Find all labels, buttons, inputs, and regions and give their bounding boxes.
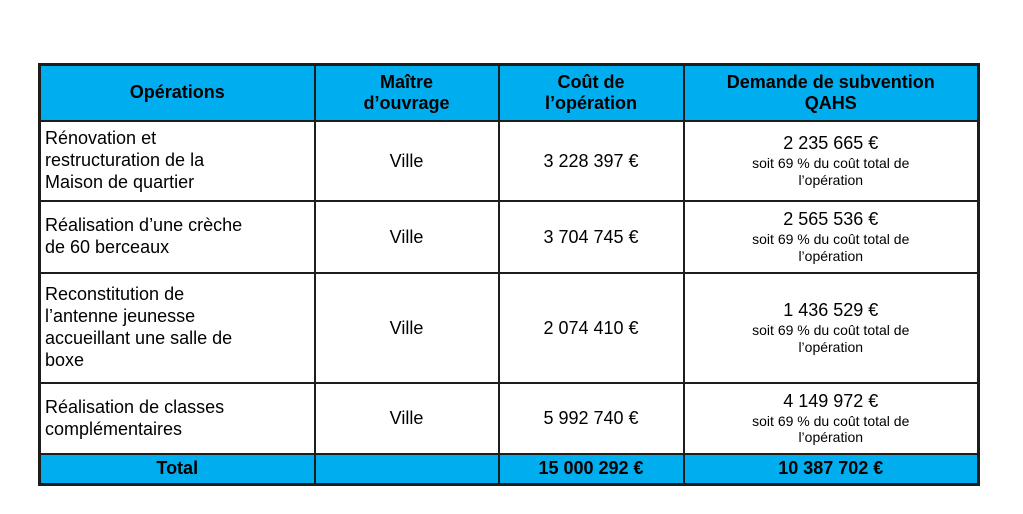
subvention-cell: 2 235 665 € soit 69 % du coût total de l… xyxy=(682,120,980,202)
total-subvention-cell: 10 387 702 € xyxy=(682,453,980,485)
maitre-ouvrage-cell: Ville xyxy=(313,200,500,274)
maitre-ouvrage-cell: Ville xyxy=(313,382,500,455)
table-row: Rénovation et restructuration de la Mais… xyxy=(38,120,980,202)
cout-cell: 3 228 397 € xyxy=(497,120,685,202)
cout-cell: 3 704 745 € xyxy=(497,200,685,274)
header-cell-operations: Opérations xyxy=(38,63,316,122)
subvention-note: soit 69 % du coût total de l’opération xyxy=(752,231,910,264)
maitre-ouvrage-cell: Ville xyxy=(313,272,500,384)
subvention-amount: 2 235 665 € xyxy=(783,133,879,154)
maitre-ouvrage-cell: Ville xyxy=(313,120,500,202)
subvention-amount: 4 149 972 € xyxy=(783,390,879,411)
operation-cell: Réalisation de classes complémentaires xyxy=(38,382,316,455)
operation-cell: Reconstitution de l’antenne jeunesse acc… xyxy=(38,272,316,384)
total-cout-cell: 15 000 292 € xyxy=(497,453,685,485)
header-cell-subvention: Demande de subvention QAHS xyxy=(682,63,980,122)
table-row: Réalisation d’une crèche de 60 berceaux … xyxy=(38,200,980,274)
subvention-amount: 2 565 536 € xyxy=(783,209,879,230)
table-header-row: Opérations Maître d’ouvrage Coût de l’op… xyxy=(38,63,980,122)
subvention-note: soit 69 % du coût total de l’opération xyxy=(752,155,910,188)
table-row: Réalisation de classes complémentaires V… xyxy=(38,382,980,455)
total-label-cell: Total xyxy=(38,453,316,485)
cout-cell: 5 992 740 € xyxy=(497,382,685,455)
total-maitre-ouvrage-cell xyxy=(313,453,500,485)
table-total-row: Total 15 000 292 € 10 387 702 € xyxy=(38,453,980,485)
subvention-note: soit 69 % du coût total de l’opération xyxy=(752,322,910,355)
operations-table: Opérations Maître d’ouvrage Coût de l’op… xyxy=(38,63,980,486)
operation-cell: Rénovation et restructuration de la Mais… xyxy=(38,120,316,202)
table-row: Reconstitution de l’antenne jeunesse acc… xyxy=(38,272,980,384)
header-cell-cout: Coût de l’opération xyxy=(497,63,685,122)
subvention-note: soit 69 % du coût total de l’opération xyxy=(752,412,910,446)
subvention-cell: 4 149 972 € soit 69 % du coût total de l… xyxy=(682,382,980,455)
subvention-amount: 1 436 529 € xyxy=(783,300,879,321)
operation-cell: Réalisation d’une crèche de 60 berceaux xyxy=(38,200,316,274)
header-cell-maitre-ouvrage: Maître d’ouvrage xyxy=(313,63,500,122)
subvention-cell: 2 565 536 € soit 69 % du coût total de l… xyxy=(682,200,980,274)
subvention-cell: 1 436 529 € soit 69 % du coût total de l… xyxy=(682,272,980,384)
cout-cell: 2 074 410 € xyxy=(497,272,685,384)
